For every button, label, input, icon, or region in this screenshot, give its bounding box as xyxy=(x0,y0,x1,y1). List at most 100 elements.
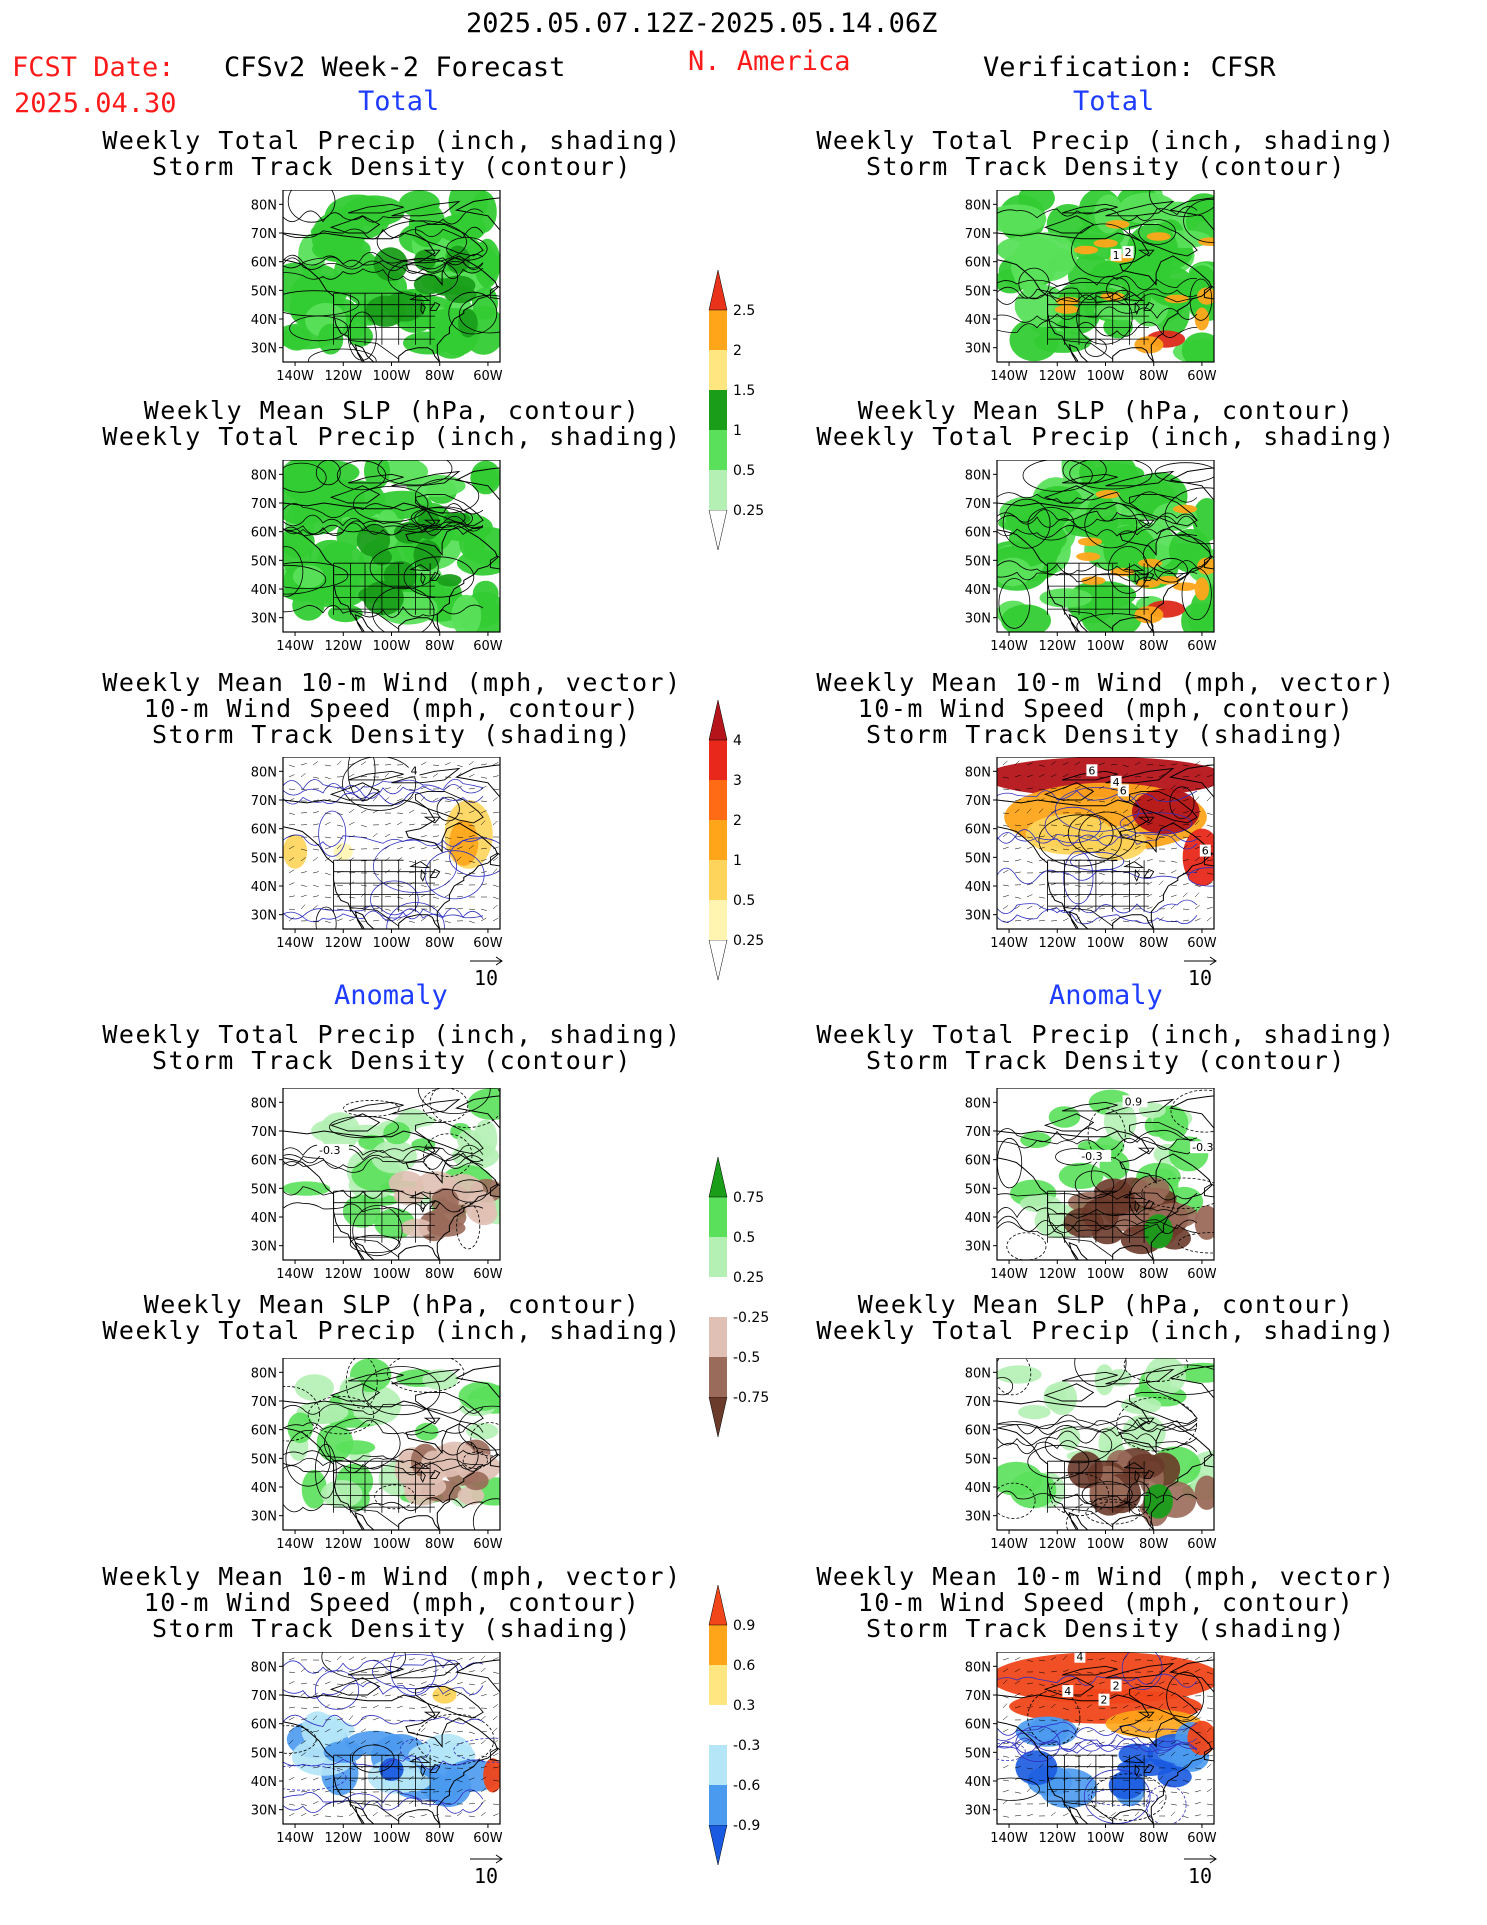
wind-vector xyxy=(480,1776,487,1781)
wind-vector xyxy=(1014,919,1022,922)
colorbar-segment xyxy=(709,1197,727,1237)
wind-vector xyxy=(1146,1779,1154,1781)
contour-label: 4 xyxy=(1076,1652,1083,1664)
wind-vector xyxy=(492,1779,499,1782)
shading-cell xyxy=(1194,1475,1214,1510)
wind-vector xyxy=(1146,784,1152,790)
wind-vector xyxy=(1038,1753,1045,1757)
wind-vector xyxy=(312,1766,319,1769)
wind-vector xyxy=(492,1715,498,1721)
shading-cell xyxy=(1081,576,1106,585)
contour-line xyxy=(452,1179,488,1203)
colorbar-segment xyxy=(709,310,727,350)
wind-vector xyxy=(1038,905,1045,910)
coastline-island xyxy=(347,203,404,214)
shading-cell xyxy=(1176,1362,1214,1383)
coastline-island xyxy=(415,1391,484,1425)
wind-vector xyxy=(1002,1668,1009,1673)
contour-line xyxy=(283,1797,484,1814)
wind-vector xyxy=(1134,920,1141,924)
contour-line xyxy=(403,556,475,598)
wind-vector xyxy=(1038,1683,1045,1687)
contour-line xyxy=(1187,867,1214,887)
wind-vector xyxy=(360,1717,367,1721)
x-tick-label: 60W xyxy=(473,1831,503,1846)
wind-vector xyxy=(480,1655,486,1661)
contour-line xyxy=(1076,613,1154,632)
coastline-island xyxy=(1061,203,1118,214)
shading-cell xyxy=(997,557,1032,587)
coastline-island xyxy=(1134,1764,1140,1777)
contour-label: 2 xyxy=(1101,1694,1108,1707)
wind-vector xyxy=(336,918,343,922)
wind-vector xyxy=(480,871,487,874)
y-tick-label: 30N xyxy=(251,1804,277,1819)
wind-vector xyxy=(1206,796,1212,802)
wind-vector xyxy=(360,784,366,790)
y-tick-label: 60N xyxy=(251,1424,277,1439)
contour-line xyxy=(997,1215,1198,1233)
y-tick-label: 60N xyxy=(965,1424,991,1439)
wind-vector xyxy=(1014,847,1021,850)
wind-vector xyxy=(396,1730,403,1733)
colorbar-segment xyxy=(709,390,727,430)
wind-vector xyxy=(336,908,344,910)
wind-vector xyxy=(1062,1707,1069,1711)
wind-vector xyxy=(1062,872,1069,876)
wind-vector xyxy=(1110,788,1117,791)
wind-vector xyxy=(1194,774,1201,778)
wind-vector xyxy=(1146,1659,1153,1662)
shading-cell xyxy=(1018,1405,1051,1420)
wind-vector xyxy=(372,1693,379,1697)
colorbar-label: 0.3 xyxy=(733,1698,755,1714)
wind-vector xyxy=(432,835,439,838)
colorbar-segment xyxy=(708,1396,728,1438)
map-panel-obs-total-precip: 1 2 80N 70N 60N 50N 40N 30N 140W 120W 100W 80W 60W xyxy=(947,190,1244,402)
wind-vector xyxy=(336,844,342,850)
wind-vector xyxy=(360,1778,367,1781)
wind-vector xyxy=(480,763,487,766)
vector-reference: 10 xyxy=(1182,1853,1232,1897)
coastline-island xyxy=(1203,852,1214,867)
y-tick-label: 60N xyxy=(965,1718,991,1733)
wind-vector xyxy=(1206,824,1213,828)
panel-title-line: Weekly Mean 10-m Wind (mph, vector) xyxy=(102,1562,682,1591)
section-total-right: Total xyxy=(1073,86,1155,117)
wind-vector xyxy=(1038,1743,1046,1745)
shading-cell xyxy=(311,211,365,262)
wind-vector xyxy=(1170,763,1177,766)
shading-cell xyxy=(351,1385,402,1425)
panel-title-line: Weekly Total Precip (inch, shading) xyxy=(102,1020,682,1049)
contour-line xyxy=(997,491,1198,505)
wind-vector xyxy=(1050,1703,1056,1709)
state-boundary xyxy=(350,1238,399,1258)
wind-vector xyxy=(360,800,368,802)
map-panel-obs-anom-precip: 0.9 -0.3 -0.3 80N 70N 60N 50N 40N 30N 140W 120W 100… xyxy=(947,1088,1244,1300)
contour-line xyxy=(283,908,484,923)
wind-vector xyxy=(456,836,464,838)
wind-vector xyxy=(324,920,331,924)
coastline-na xyxy=(997,1130,1213,1260)
wind-vector xyxy=(1134,1729,1141,1733)
x-tick-label: 80W xyxy=(1139,1831,1169,1846)
coastline-island xyxy=(1137,816,1155,824)
wind-vector xyxy=(1110,1730,1117,1733)
wind-vector xyxy=(312,811,319,814)
y-tick-label: 40N xyxy=(965,1481,991,1496)
contour-line xyxy=(314,1443,337,1499)
contour-group xyxy=(283,757,500,929)
wind-vector xyxy=(1002,1715,1008,1721)
contour-line xyxy=(345,1358,378,1409)
wind-vector xyxy=(468,824,475,827)
wind-vector xyxy=(420,823,427,826)
wind-vector xyxy=(492,820,498,826)
shading-cell xyxy=(1187,1720,1214,1756)
wind-vector xyxy=(468,1777,475,1781)
wind-vector xyxy=(1002,920,1009,924)
wind-vector xyxy=(1146,893,1153,898)
wind-vector xyxy=(336,1767,343,1771)
contour-line xyxy=(472,1498,500,1530)
wind-vector xyxy=(1074,1683,1082,1686)
wind-vector xyxy=(1014,905,1021,910)
wind-vector xyxy=(372,1659,379,1662)
